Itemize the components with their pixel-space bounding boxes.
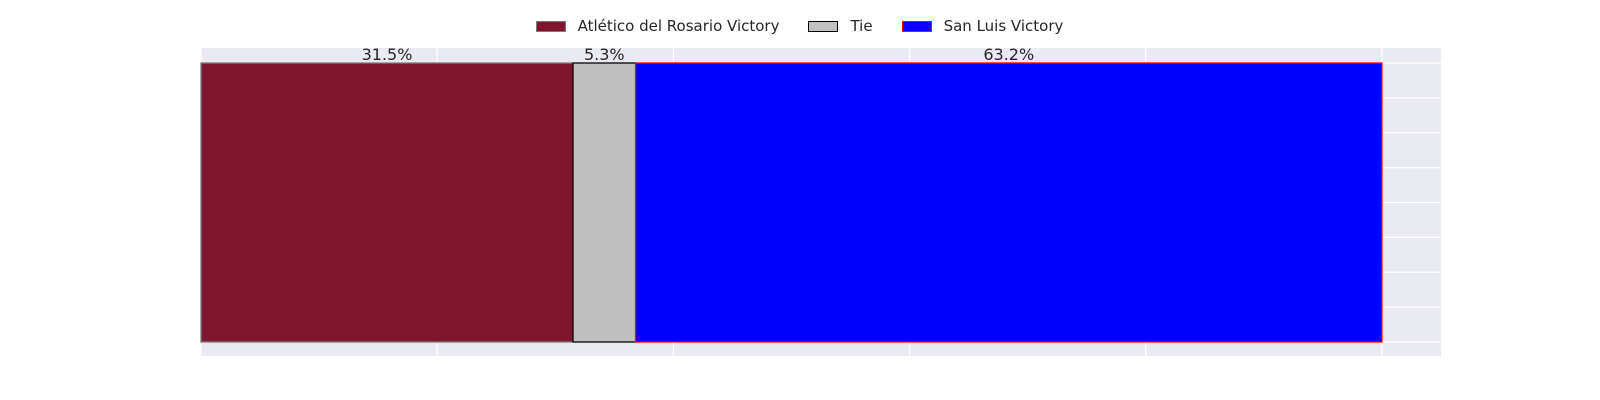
legend-item-atletico-del-rosario-victory: Atlético del Rosario Victory — [535, 17, 780, 35]
legend-label: Tie — [850, 17, 873, 35]
legend-swatch — [535, 20, 566, 32]
legend-item-san-luis-victory: San Luis Victory — [901, 17, 1064, 35]
legend-swatch — [901, 20, 932, 32]
legend-swatch — [808, 20, 839, 32]
chart-legend: Atlético del Rosario Victory Tie San Luis … — [0, 14, 1600, 38]
bar-segment-san-luis-victory — [634, 62, 1383, 343]
legend-label: San Luis Victory — [943, 17, 1064, 35]
bar-segment-tie — [572, 62, 637, 343]
legend-label: Atlético del Rosario Victory — [577, 17, 780, 35]
legend-item-tie: Tie — [808, 17, 873, 35]
bar-label-atletico-del-rosario-victory: 31.5% — [362, 45, 413, 64]
bar-label-tie: 5.3% — [584, 45, 625, 64]
bar-segment-atletico-del-rosario-victory — [200, 62, 574, 343]
bar-label-san-luis-victory: 63.2% — [983, 45, 1034, 64]
